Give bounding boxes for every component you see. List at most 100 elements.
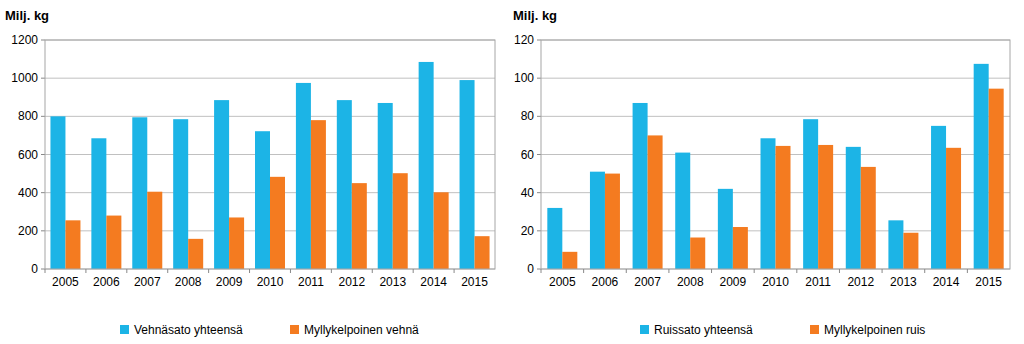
figure: Milj. kg 0 200 400 600 800 1000 1200 2005 2006 200… bbox=[0, 0, 1024, 344]
axis-label: Milj. kg bbox=[513, 8, 557, 23]
category-label: 2005 bbox=[549, 275, 576, 289]
tick-label: 0 bbox=[31, 262, 38, 276]
tick-mark bbox=[454, 269, 455, 273]
bar bbox=[270, 177, 285, 269]
bar bbox=[229, 217, 244, 269]
tick-mark bbox=[208, 269, 209, 273]
tick-mark bbox=[668, 269, 669, 273]
bar bbox=[903, 233, 918, 269]
legend-label: Ruissato yhteensä bbox=[654, 323, 753, 337]
bar bbox=[888, 220, 903, 269]
tick-mark bbox=[537, 154, 541, 155]
tick-label: 100 bbox=[514, 71, 534, 85]
tick-mark bbox=[711, 269, 712, 273]
bar bbox=[214, 100, 229, 269]
bar bbox=[761, 138, 776, 269]
tick-mark bbox=[626, 269, 627, 273]
category-label: 2011 bbox=[298, 275, 324, 289]
category-label: 2014 bbox=[420, 275, 447, 289]
legend: Vehnäsato yhteensä Myllykelpoinen vehnä bbox=[120, 323, 419, 337]
legend-label: Myllykelpoinen ruis bbox=[824, 323, 925, 337]
bar bbox=[974, 64, 989, 269]
tick-mark bbox=[167, 269, 168, 273]
legend-swatch bbox=[640, 325, 649, 334]
bar bbox=[475, 236, 490, 269]
bar bbox=[50, 116, 65, 269]
chart: Milj. kg02040608010012020052006200720082… bbox=[513, 8, 1010, 337]
tick-mark bbox=[41, 230, 45, 231]
bar bbox=[861, 167, 876, 269]
bar bbox=[605, 174, 620, 269]
tick-mark bbox=[249, 269, 250, 273]
tick-mark bbox=[796, 269, 797, 273]
tick-mark bbox=[41, 269, 45, 270]
bar bbox=[296, 83, 311, 269]
tick-label: 1200 bbox=[11, 33, 38, 47]
tick-label: 400 bbox=[18, 186, 38, 200]
tick-mark bbox=[41, 192, 45, 193]
bar bbox=[419, 62, 434, 269]
bar bbox=[690, 238, 705, 269]
bar bbox=[393, 173, 408, 269]
tick-label: 1000 bbox=[11, 71, 38, 85]
legend-swatch bbox=[120, 325, 129, 334]
category-label: 2015 bbox=[461, 275, 488, 289]
tick-mark bbox=[839, 269, 840, 273]
bar bbox=[648, 135, 663, 269]
tick-mark bbox=[583, 269, 584, 273]
axis-label: Milj. kg bbox=[5, 8, 49, 23]
legend-label: Vehnäsato yhteensä bbox=[134, 323, 243, 337]
bar bbox=[173, 119, 188, 269]
tick-label: 200 bbox=[18, 224, 38, 238]
category-label: 2010 bbox=[762, 275, 789, 289]
legend-label: Myllykelpoinen vehnä bbox=[304, 323, 419, 337]
bar bbox=[91, 138, 106, 269]
bar bbox=[946, 148, 961, 269]
tick-mark bbox=[41, 116, 45, 117]
tick-mark bbox=[413, 269, 414, 273]
category-label: 2008 bbox=[175, 275, 202, 289]
bar bbox=[337, 100, 352, 269]
category-label: 2009 bbox=[216, 275, 243, 289]
bar bbox=[675, 153, 690, 269]
category-label: 2005 bbox=[52, 275, 79, 289]
bar bbox=[147, 192, 162, 269]
tick-mark bbox=[882, 269, 883, 273]
category-label: 2006 bbox=[93, 275, 120, 289]
tick-label: 40 bbox=[521, 186, 535, 200]
chart: Milj. kg 0 200 400 600 800 1000 1200 2005 2006 200… bbox=[5, 8, 495, 337]
bar bbox=[434, 192, 449, 269]
tick-mark bbox=[126, 269, 127, 273]
tick-label: 60 bbox=[521, 148, 535, 162]
tick-mark bbox=[41, 154, 45, 155]
category-label: 2012 bbox=[847, 275, 874, 289]
bar bbox=[188, 239, 203, 269]
category-label: 2015 bbox=[975, 275, 1002, 289]
bar bbox=[132, 117, 147, 269]
tick-mark bbox=[290, 269, 291, 273]
tick-label: 800 bbox=[18, 109, 38, 123]
category-label: 2009 bbox=[720, 275, 747, 289]
tick-mark bbox=[537, 78, 541, 79]
tick-label: 80 bbox=[521, 109, 535, 123]
tick-mark bbox=[754, 269, 755, 273]
bar bbox=[65, 220, 80, 269]
tick-mark bbox=[41, 78, 45, 79]
bar bbox=[718, 189, 733, 269]
category-label: 2007 bbox=[134, 275, 161, 289]
tick-label: 20 bbox=[521, 224, 535, 238]
category-label: 2011 bbox=[805, 275, 831, 289]
tick-label: 600 bbox=[18, 148, 38, 162]
tick-mark bbox=[41, 40, 45, 41]
tick-mark bbox=[541, 269, 542, 273]
tick-mark bbox=[85, 269, 86, 273]
bar bbox=[547, 208, 562, 269]
bar bbox=[989, 89, 1004, 269]
bar bbox=[378, 103, 393, 269]
tick-label: 120 bbox=[514, 33, 534, 47]
bar bbox=[590, 172, 605, 269]
category-label: 2006 bbox=[592, 275, 619, 289]
bar bbox=[106, 216, 121, 269]
bar bbox=[931, 126, 946, 269]
bar bbox=[633, 103, 648, 269]
